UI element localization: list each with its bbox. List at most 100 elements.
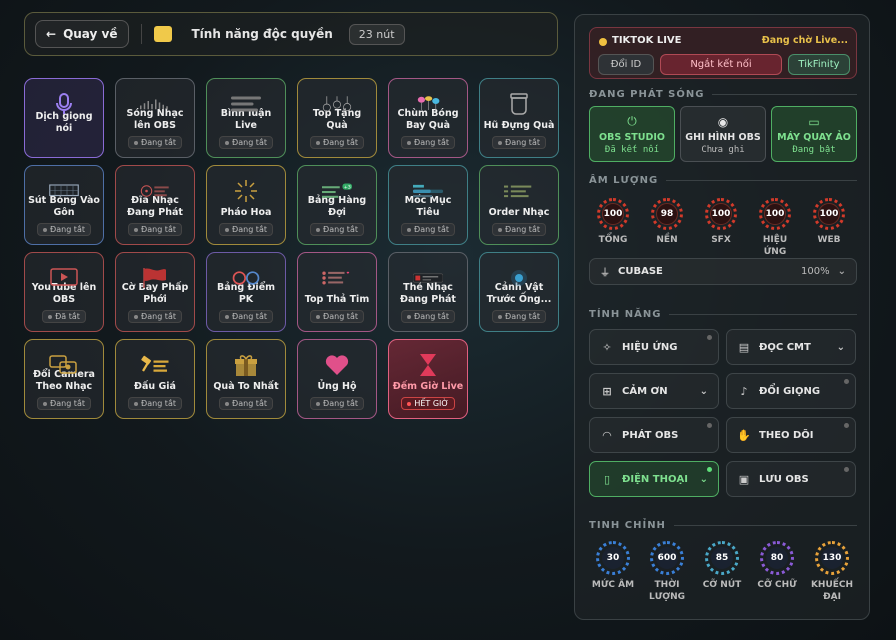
divider bbox=[140, 24, 142, 44]
gift-icon: ⊞ bbox=[602, 384, 612, 398]
status-dot bbox=[844, 467, 849, 472]
status-dot bbox=[707, 467, 712, 472]
finetune-knob-duration[interactable]: 600 THỜI LƯỢNG bbox=[644, 541, 690, 603]
feature-save-obs[interactable]: ▣ LƯU OBS bbox=[726, 461, 856, 497]
feature-label: LƯU OBS bbox=[759, 473, 809, 485]
microphone-icon bbox=[49, 93, 79, 115]
tile-biggest-gift[interactable]: Quà To Nhất Đang tắt bbox=[206, 339, 286, 419]
knob-label: CỠ NÚT bbox=[702, 580, 742, 590]
status-badge: Đang tắt bbox=[128, 310, 182, 323]
feature-effects[interactable]: ✧ HIỆU ỨNG bbox=[589, 329, 719, 365]
feature-thank-you[interactable]: ⊞ CẢM ƠN ⌄ bbox=[589, 373, 719, 409]
knob-value: 600 bbox=[656, 547, 678, 569]
control-panel: TIKTOK LIVE Đang chờ Live... Đổi ID Ngắt… bbox=[574, 14, 870, 620]
tiktok-connection-card: TIKTOK LIVE Đang chờ Live... Đổi ID Ngắt… bbox=[589, 27, 857, 79]
tile-label: Sút Bóng Vào Gôn bbox=[28, 195, 100, 218]
ranking-medals-icon bbox=[322, 93, 352, 115]
mic-icon: ♪ bbox=[740, 384, 748, 398]
tile-voice-translate[interactable]: Dịch giọng nói bbox=[24, 78, 104, 158]
volume-knob-web[interactable]: 100 WEB bbox=[808, 198, 850, 246]
status-badge: Đang tắt bbox=[219, 310, 273, 323]
virtual-camera-card[interactable]: ▭ MÁY QUAY ẢO Đang bật bbox=[771, 106, 857, 162]
status-dot bbox=[844, 379, 849, 384]
knob-value: 98 bbox=[656, 203, 678, 225]
tile-live-timer[interactable]: Đếm Giờ Live HẾT GIỜ bbox=[388, 339, 468, 419]
status-badge: Đang tắt bbox=[492, 136, 546, 149]
status-dot bbox=[844, 423, 849, 428]
tikfinity-button[interactable]: TikFinity bbox=[788, 54, 850, 75]
obs-studio-card[interactable]: ⏻ OBS STUDIO Đã kết nối bbox=[589, 106, 675, 162]
section-features: TÍNH NĂNG bbox=[589, 309, 857, 320]
tile-label: Bình luận Live bbox=[220, 108, 272, 131]
tile-top-hearts[interactable]: Top Thả Tim Đang tắt bbox=[297, 252, 377, 332]
tile-goal-milestone[interactable]: Mốc Mục Tiêu Đang tắt bbox=[388, 165, 468, 245]
tile-soccer-goal[interactable]: Sút Bóng Vào Gôn Đang tắt bbox=[24, 165, 104, 245]
feature-label: HIỆU ỨNG bbox=[622, 341, 678, 353]
tile-top-gifts[interactable]: Top Tặng Quà Đang tắt bbox=[297, 78, 377, 158]
volume-knob-sfx[interactable]: 100 SFX bbox=[700, 198, 742, 246]
tile-camera-switch[interactable]: Đổi Camera Theo Nhạc Đang tắt bbox=[24, 339, 104, 419]
chevron-down-icon[interactable]: ⌄ bbox=[836, 341, 845, 353]
volume-knob-master[interactable]: 100 TỔNG bbox=[592, 198, 634, 246]
status-badge: Đang tắt bbox=[219, 136, 273, 149]
heart-list-icon bbox=[322, 267, 352, 289]
tile-live-comments[interactable]: Bình luận Live Đang tắt bbox=[206, 78, 286, 158]
feature-play-obs[interactable]: ◠ PHÁT OBS bbox=[589, 417, 719, 453]
finetune-knob-level[interactable]: 30 MỨC ÂM bbox=[590, 541, 636, 591]
scene-glow-icon bbox=[504, 267, 534, 289]
tile-gift-jar[interactable]: Hũ Đựng Quà Đang tắt bbox=[479, 78, 559, 158]
comment-lines-icon bbox=[231, 93, 261, 115]
balloons-icon bbox=[413, 93, 443, 115]
arrow-left-icon: ← bbox=[46, 27, 57, 41]
feature-voice-change[interactable]: ♪ ĐỔI GIỌNG bbox=[726, 373, 856, 409]
back-button[interactable]: ← Quay về bbox=[35, 20, 129, 48]
status-badge: Đang tắt bbox=[492, 223, 546, 236]
status-badge: HẾT GIỜ bbox=[401, 397, 455, 410]
music-list-icon bbox=[504, 180, 534, 202]
tile-pk-scoreboard[interactable]: Bảng Điểm PK Đang tắt bbox=[206, 252, 286, 332]
tile-label: Order Nhạc bbox=[488, 207, 550, 218]
tile-label: Sóng Nhạc lên OBS bbox=[126, 108, 184, 131]
knob-value: 30 bbox=[602, 547, 624, 569]
finetune-knob-button-size[interactable]: 85 CỠ NÚT bbox=[699, 541, 745, 591]
tile-youtube-obs[interactable]: YouTube lên OBS Đã tắt bbox=[24, 252, 104, 332]
tile-music-wave-obs[interactable]: Sóng Nhạc lên OBS Đang tắt bbox=[115, 78, 195, 158]
chevron-down-icon[interactable]: ⌄ bbox=[699, 385, 708, 397]
audio-device-select[interactable]: ⏚ CUBASE 100% ⌄ bbox=[589, 258, 857, 285]
volume-knob-background[interactable]: 98 NỀN bbox=[646, 198, 688, 246]
equalizer-icon bbox=[140, 93, 170, 115]
status-badge: Đã tắt bbox=[42, 310, 86, 323]
audio-device-name: CUBASE bbox=[618, 266, 663, 277]
tile-music-order[interactable]: Order Nhạc Đang tắt bbox=[479, 165, 559, 245]
status-badge: Đang tắt bbox=[492, 310, 546, 323]
tile-label: Hũ Đựng Quà bbox=[483, 120, 555, 131]
feature-follow[interactable]: ✋ THEO DÕI bbox=[726, 417, 856, 453]
tile-balloon-gifts[interactable]: Chùm Bóng Bay Quà Đang tắt bbox=[388, 78, 468, 158]
disconnect-button[interactable]: Ngắt kết nối bbox=[660, 54, 782, 75]
tile-now-playing-disc[interactable]: Đĩa Nhạc Đang Phát Đang tắt bbox=[115, 165, 195, 245]
knob-value: 100 bbox=[764, 203, 786, 225]
knob-label: THỜI LƯỢNG bbox=[648, 580, 686, 602]
tile-scene-front[interactable]: Cảnh Vật Trước Ống... Đang tắt bbox=[479, 252, 559, 332]
feature-phone[interactable]: ▯ ĐIỆN THOẠI ⌄ bbox=[589, 461, 719, 497]
status-badge: Đang tắt bbox=[219, 397, 273, 410]
status-badge: Đang tắt bbox=[310, 310, 364, 323]
virtual-camera-state: Đang bật bbox=[792, 145, 836, 155]
tile-music-card[interactable]: Thẻ Nhạc Đang Phát Đang tắt bbox=[388, 252, 468, 332]
tile-label: Mốc Mục Tiêu bbox=[404, 195, 452, 218]
tile-support[interactable]: Ủng Hộ Đang tắt bbox=[297, 339, 377, 419]
finetune-knob-font-size[interactable]: 80 CỠ CHỮ bbox=[754, 541, 800, 591]
volume-knob-effects[interactable]: 100 HIỆU ỨNG bbox=[754, 198, 796, 258]
tile-auction[interactable]: Đấu Giá Đang tắt bbox=[115, 339, 195, 419]
camera-switch-icon bbox=[49, 354, 79, 376]
tile-fireworks[interactable]: Pháo Hoa Đang tắt bbox=[206, 165, 286, 245]
change-id-button[interactable]: Đổi ID bbox=[598, 54, 654, 75]
tile-label: Đổi Camera Theo Nhạc bbox=[33, 369, 95, 392]
tile-waving-flag[interactable]: Cờ Bay Phấp Phới Đang tắt bbox=[115, 252, 195, 332]
feature-read-comments[interactable]: ▤ ĐỌC CMT ⌄ bbox=[726, 329, 856, 365]
chevron-down-icon[interactable]: ⌄ bbox=[699, 473, 708, 485]
obs-record-card[interactable]: ◉ GHI HÌNH OBS Chưa ghi bbox=[680, 106, 766, 162]
knob-label: SFX bbox=[711, 235, 731, 245]
tile-queue-board[interactable]: +3 Bảng Hàng Đợi Đang tắt bbox=[297, 165, 377, 245]
finetune-knob-amplify[interactable]: 130 KHUẾCH ĐẠI bbox=[809, 541, 855, 603]
